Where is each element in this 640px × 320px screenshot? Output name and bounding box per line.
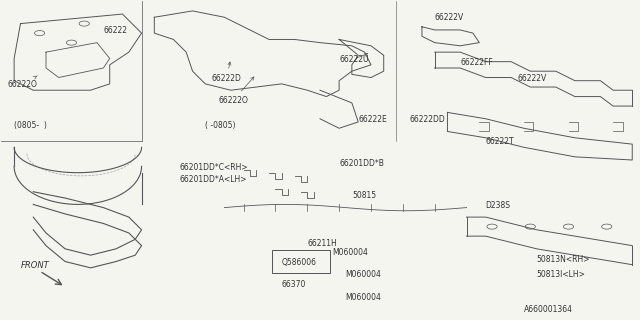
Text: 50815: 50815 bbox=[352, 191, 376, 200]
Text: 66211H: 66211H bbox=[307, 239, 337, 248]
Text: A660001364: A660001364 bbox=[524, 305, 573, 314]
Text: M060004: M060004 bbox=[333, 248, 369, 257]
Text: 50813I<LH>: 50813I<LH> bbox=[537, 270, 586, 279]
Text: FRONT: FRONT bbox=[20, 261, 49, 270]
Text: 66370: 66370 bbox=[282, 280, 306, 289]
Text: Q586006: Q586006 bbox=[282, 258, 317, 267]
Text: M060004: M060004 bbox=[346, 292, 381, 301]
Text: 66222V: 66222V bbox=[435, 13, 464, 22]
Text: 66222: 66222 bbox=[103, 26, 127, 35]
Text: 66222O: 66222O bbox=[218, 77, 254, 105]
Text: 66222O: 66222O bbox=[8, 76, 38, 89]
Text: 66222T: 66222T bbox=[486, 137, 515, 146]
Text: (0805-  ): (0805- ) bbox=[14, 121, 47, 130]
Text: 66201DD*C<RH>: 66201DD*C<RH> bbox=[180, 163, 248, 172]
Text: M060004: M060004 bbox=[346, 270, 381, 279]
Text: D238S: D238S bbox=[486, 201, 511, 210]
Text: 66201DD*A<LH>: 66201DD*A<LH> bbox=[180, 175, 247, 184]
Text: 66222D: 66222D bbox=[212, 62, 241, 83]
Text: ( -0805): ( -0805) bbox=[205, 121, 236, 130]
Text: 50813N<RH>: 50813N<RH> bbox=[537, 254, 590, 263]
Text: 66222V: 66222V bbox=[518, 74, 547, 83]
Text: 66222DD: 66222DD bbox=[409, 115, 445, 124]
Text: 66222FF: 66222FF bbox=[460, 58, 493, 67]
Text: 66222U: 66222U bbox=[339, 53, 369, 64]
Text: 66222E: 66222E bbox=[358, 115, 387, 124]
Text: 66201DD*B: 66201DD*B bbox=[339, 159, 384, 168]
